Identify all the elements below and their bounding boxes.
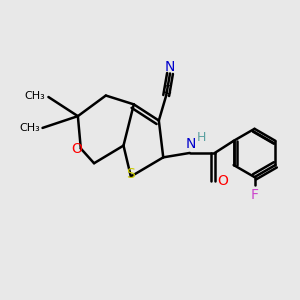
- Text: N: N: [186, 137, 196, 151]
- Text: H: H: [196, 131, 206, 144]
- Text: O: O: [218, 174, 229, 188]
- Text: O: O: [71, 142, 82, 155]
- Text: S: S: [127, 167, 135, 181]
- Text: CH₃: CH₃: [19, 123, 40, 133]
- Text: F: F: [250, 188, 259, 202]
- Text: CH₃: CH₃: [25, 91, 46, 100]
- Text: C: C: [162, 84, 171, 97]
- Text: N: N: [165, 60, 175, 74]
